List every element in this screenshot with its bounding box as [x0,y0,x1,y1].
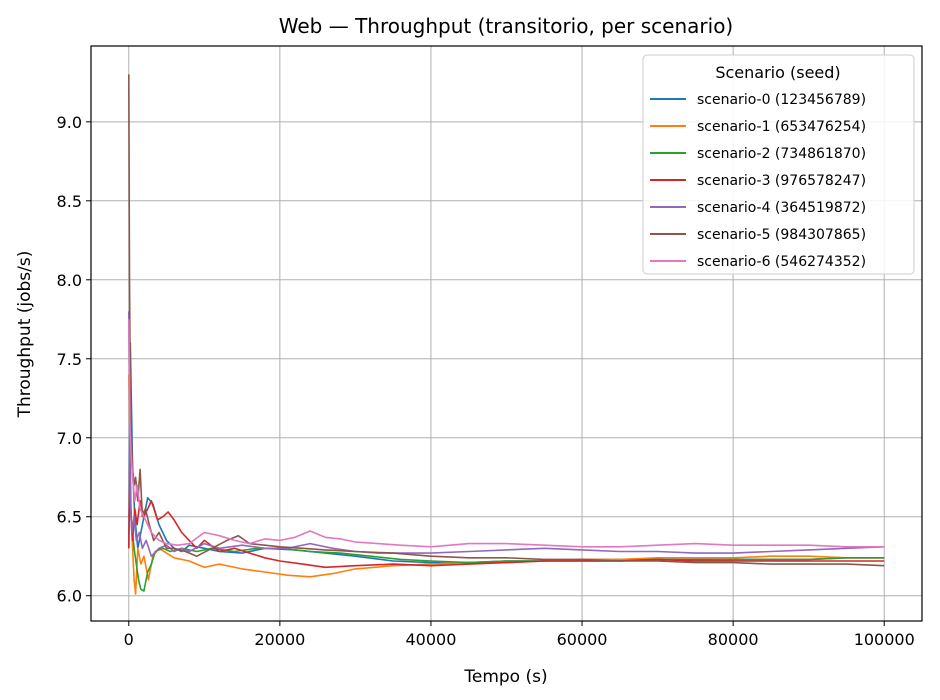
y-axis: 6.0 6.5 7.0 7.5 8.0 8.5 9.0 [57,113,91,606]
y-tick-label: 7.0 [57,429,82,448]
y-tick-label: 6.0 [57,587,82,606]
x-tick-label: 20000 [254,630,305,649]
x-tick-label: 40000 [406,630,457,649]
legend-box [642,54,915,275]
series-line-scenario-5 [128,74,885,567]
y-axis-label: Throughput (jobs/s) [15,251,35,419]
series-line-scenario-6 [128,319,885,548]
y-tick-label: 6.5 [57,508,82,527]
legend-label: scenario-1 (653476254) [697,119,866,135]
legend-label: scenario-5 (984307865) [697,227,866,243]
series-line-scenario-1 [128,374,885,595]
x-axis-label: Tempo (s) [463,667,547,687]
y-tick-label: 8.0 [57,271,82,290]
x-tick-label: 100000 [854,630,915,649]
x-tick-label: 80000 [708,630,759,649]
legend-label: scenario-3 (976578247) [697,173,866,189]
x-tick-label: 0 [124,630,134,649]
chart-title: Web — Throughput (transitorio, per scena… [279,14,733,38]
y-tick-label: 9.0 [57,113,82,132]
plot-frame [90,45,923,622]
y-tick-label: 7.5 [57,350,82,369]
legend-items: scenario-0 (123456789) scenario-1 (653476… [650,92,866,270]
legend-label: scenario-0 (123456789) [697,92,866,108]
series-line-scenario-4 [128,311,885,558]
x-axis: 0 20000 40000 60000 80000 100000 [124,621,915,649]
legend-label: scenario-6 (546274352) [697,254,866,270]
x-tick-label: 60000 [557,630,608,649]
legend-title: Scenario (seed) [715,63,840,82]
series-lines [128,74,885,595]
y-tick-label: 8.5 [57,192,82,211]
series-line-scenario-0 [128,342,885,564]
legend-label: scenario-4 (364519872) [697,200,866,216]
legend: Scenario (seed) scenario-0 (123456789)sc… [642,54,915,275]
legend-label: scenario-2 (734861870) [697,146,866,162]
